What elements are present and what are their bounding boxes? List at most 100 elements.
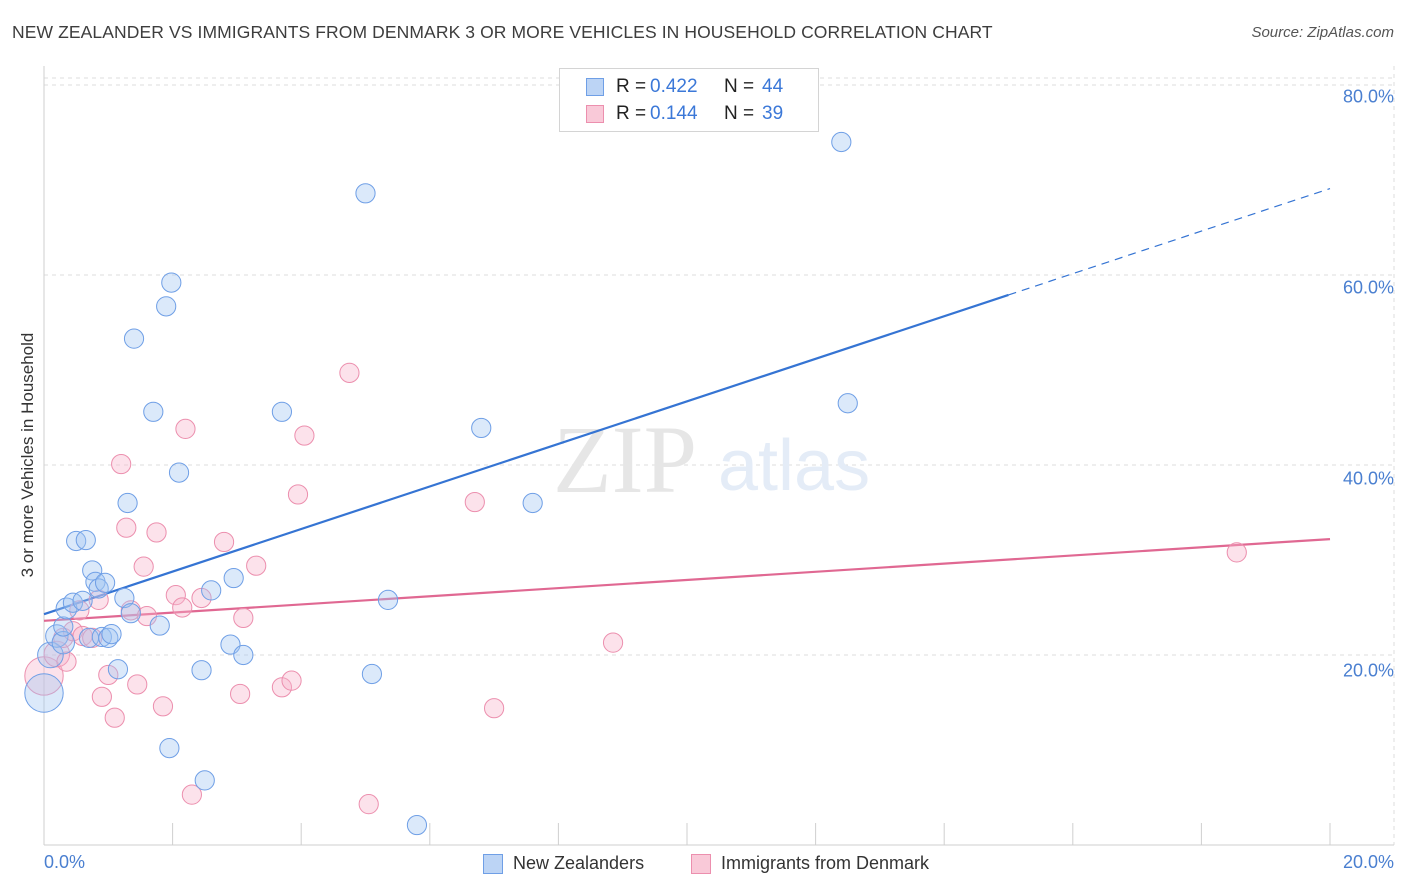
point-immigrant-denmark xyxy=(1226,542,1247,563)
point-immigrant-denmark xyxy=(98,664,119,686)
x-tick-label-min: 0.0% xyxy=(44,852,86,872)
legend-r-value-blue: 0.422 xyxy=(650,76,698,97)
point-new-zealander xyxy=(149,615,170,636)
point-immigrant-denmark xyxy=(111,453,132,475)
series-legend-blue: New Zealanders xyxy=(483,853,644,874)
series-label-blue: New Zealanders xyxy=(513,853,645,873)
point-new-zealander xyxy=(51,630,75,655)
point-new-zealander xyxy=(233,644,254,666)
point-new-zealander xyxy=(107,659,129,680)
point-new-zealander xyxy=(37,641,64,669)
point-new-zealander xyxy=(75,529,96,551)
point-new-zealander xyxy=(88,578,109,599)
chart-title: NEW ZEALANDER VS IMMIGRANTS FROM DENMARK… xyxy=(12,22,993,42)
point-new-zealander xyxy=(837,393,858,414)
legend-row-pink: R = 0.144 N = 39 xyxy=(586,102,783,126)
point-immigrant-denmark xyxy=(146,522,167,543)
point-immigrant-denmark xyxy=(464,491,485,513)
series-swatch-blue xyxy=(483,853,503,874)
point-new-zealander xyxy=(271,401,293,422)
series-legend-pink: Immigrants from Denmark xyxy=(691,853,929,874)
point-new-zealander xyxy=(201,580,222,601)
trend-line-pink xyxy=(43,538,1331,622)
point-new-zealander xyxy=(168,462,190,483)
point-immigrant-denmark xyxy=(230,683,251,705)
point-new-zealander xyxy=(831,131,852,153)
point-new-zealander xyxy=(120,603,141,624)
point-immigrant-denmark xyxy=(175,418,196,439)
legend-r-label: R = xyxy=(616,103,647,124)
legend-row-blue: R = 0.422 N = 44 xyxy=(586,75,783,99)
point-immigrant-denmark xyxy=(213,531,235,553)
point-new-zealander xyxy=(94,572,116,593)
point-immigrant-denmark xyxy=(281,670,302,691)
point-immigrant-denmark xyxy=(233,607,254,629)
point-immigrant-denmark xyxy=(152,696,174,717)
point-immigrant-denmark xyxy=(484,698,505,719)
point-immigrant-denmark xyxy=(165,585,186,606)
point-immigrant-denmark xyxy=(287,484,309,505)
point-new-zealander xyxy=(53,616,74,637)
point-immigrant-denmark xyxy=(602,632,624,653)
point-new-zealander xyxy=(101,624,122,645)
legend-n-label: N = xyxy=(724,103,755,124)
point-new-zealander xyxy=(82,560,103,581)
point-new-zealander xyxy=(114,587,135,609)
legend-n-value-blue: 44 xyxy=(762,76,784,97)
point-new-zealander xyxy=(161,272,182,293)
series-swatch-pink xyxy=(691,853,711,874)
point-new-zealander xyxy=(471,417,492,439)
point-immigrant-denmark xyxy=(56,651,77,672)
legend-r-value-pink: 0.144 xyxy=(650,103,698,124)
axes xyxy=(43,66,1394,846)
x-tick-label-max: 20.0% xyxy=(1342,852,1394,872)
point-new-zealander xyxy=(123,328,145,349)
point-immigrant-denmark xyxy=(104,707,125,728)
y-tick-label-20: 20.0% xyxy=(1342,660,1394,681)
point-immigrant-denmark xyxy=(172,597,193,618)
data-points xyxy=(24,131,1247,836)
legend-swatch-pink xyxy=(586,105,604,123)
legend-swatch-blue xyxy=(586,78,604,96)
point-immigrant-denmark xyxy=(358,794,379,815)
point-immigrant-denmark xyxy=(133,556,154,577)
point-immigrant-denmark xyxy=(127,674,148,695)
point-immigrant-denmark xyxy=(246,555,267,576)
y-tick-label-60: 60.0% xyxy=(1342,277,1394,298)
point-new-zealander xyxy=(156,296,177,317)
watermark-atlas: atlas xyxy=(718,426,870,506)
point-new-zealander xyxy=(191,660,212,681)
point-new-zealander xyxy=(72,590,93,611)
point-new-zealander xyxy=(223,567,244,589)
point-new-zealander xyxy=(194,770,215,791)
legend-r-label: R = xyxy=(616,76,647,97)
point-new-zealander xyxy=(143,401,164,422)
legend-n-label: N = xyxy=(724,76,755,97)
legend-n-value-pink: 39 xyxy=(762,103,784,124)
y-tick-label-80: 80.0% xyxy=(1342,86,1394,107)
trend-line-blue-extension xyxy=(1008,187,1331,296)
point-immigrant-denmark xyxy=(181,784,202,805)
point-new-zealander xyxy=(159,738,180,759)
stats-legend: R = 0.422 N = 44 R = 0.144 N = 39 xyxy=(559,68,819,132)
watermark-zip: ZIP xyxy=(553,406,697,513)
source-label: Source: ZipAtlas.com xyxy=(1251,24,1394,41)
series-label-pink: Immigrants from Denmark xyxy=(721,853,930,873)
point-new-zealander xyxy=(355,183,376,204)
y-tick-label-40: 40.0% xyxy=(1342,468,1394,489)
point-new-zealander xyxy=(522,492,543,514)
point-new-zealander xyxy=(45,624,69,648)
point-new-zealander xyxy=(98,627,119,649)
point-new-zealander xyxy=(24,673,64,713)
point-new-zealander xyxy=(117,492,138,514)
point-new-zealander xyxy=(406,814,428,836)
point-new-zealander xyxy=(361,663,383,685)
trend-lines xyxy=(43,187,1331,622)
point-immigrant-denmark xyxy=(294,425,315,446)
point-immigrant-denmark xyxy=(116,517,137,538)
point-new-zealander xyxy=(377,589,399,611)
point-immigrant-denmark xyxy=(339,362,360,383)
point-immigrant-denmark xyxy=(91,686,112,707)
trend-line-blue xyxy=(43,293,1009,616)
